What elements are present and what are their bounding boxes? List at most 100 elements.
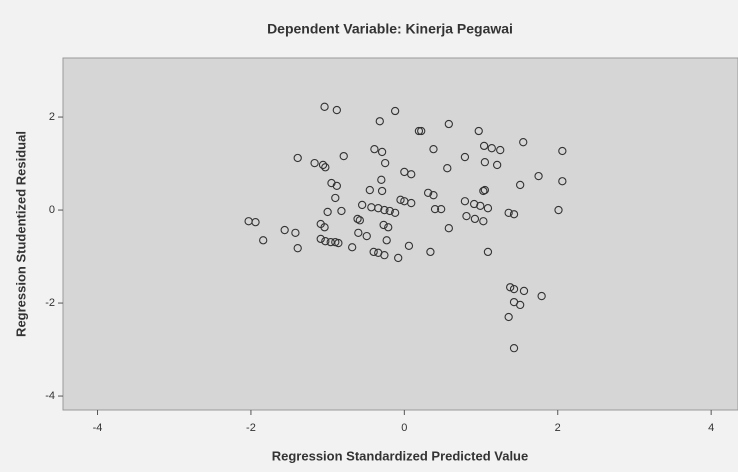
- plot-area: [62, 57, 738, 411]
- point: [558, 146, 567, 156]
- point: [460, 152, 470, 162]
- point: [516, 180, 525, 190]
- point: [318, 160, 328, 170]
- point: [479, 141, 489, 151]
- point: [558, 177, 567, 186]
- point: [380, 205, 389, 215]
- y-axis-label: Regression Studentized Residual: [13, 131, 28, 337]
- point: [321, 237, 330, 246]
- point: [417, 126, 426, 136]
- point: [537, 291, 546, 301]
- point: [293, 244, 302, 253]
- point: [407, 170, 416, 179]
- point: [480, 158, 490, 167]
- point: [462, 211, 471, 221]
- point: [332, 105, 341, 115]
- point: [460, 197, 470, 206]
- y-tick-label: -4: [45, 390, 55, 402]
- point: [506, 283, 515, 292]
- y-tick-label: 2: [49, 111, 55, 123]
- point: [492, 160, 502, 170]
- point: [293, 153, 302, 163]
- point: [374, 204, 383, 213]
- point: [365, 185, 374, 195]
- point: [291, 228, 300, 237]
- point: [331, 193, 340, 203]
- point: [390, 208, 400, 217]
- point: [348, 243, 357, 252]
- point: [357, 200, 367, 210]
- x-tick-label: 2: [555, 422, 561, 434]
- point: [355, 216, 364, 225]
- point: [385, 206, 394, 216]
- point: [444, 119, 453, 129]
- y-tick-label: 0: [49, 204, 55, 216]
- point: [382, 236, 391, 245]
- x-tick-label: 0: [401, 422, 407, 434]
- point: [320, 223, 329, 232]
- point: [354, 228, 363, 237]
- point: [519, 138, 528, 147]
- point: [316, 234, 325, 244]
- point: [469, 199, 479, 209]
- point: [437, 204, 446, 214]
- point: [519, 286, 529, 296]
- point: [323, 207, 332, 217]
- point: [423, 188, 433, 197]
- x-tick-label: -2: [246, 422, 256, 434]
- point: [337, 206, 346, 216]
- point: [509, 210, 519, 219]
- point: [407, 198, 416, 208]
- point: [310, 158, 319, 168]
- x-axis-label: Regression Standardized Predicted Value: [272, 448, 528, 463]
- point: [487, 144, 496, 153]
- point: [370, 144, 379, 154]
- point: [377, 186, 387, 196]
- point: [504, 208, 513, 217]
- point: [377, 175, 386, 184]
- point: [320, 102, 329, 111]
- point: [476, 201, 485, 211]
- point: [534, 171, 543, 181]
- point: [404, 241, 414, 251]
- point: [380, 251, 389, 260]
- point: [426, 247, 435, 257]
- point: [353, 214, 362, 224]
- point: [390, 106, 400, 116]
- point: [280, 225, 289, 235]
- point: [396, 195, 405, 204]
- point: [394, 253, 403, 263]
- point: [259, 236, 268, 245]
- point: [381, 158, 390, 168]
- point: [483, 247, 493, 257]
- x-tick-label: 4: [708, 422, 714, 434]
- point: [362, 231, 371, 241]
- point: [326, 237, 335, 247]
- point: [483, 204, 493, 213]
- point: [444, 224, 453, 233]
- point: [379, 220, 388, 230]
- point: [334, 238, 343, 248]
- point: [443, 164, 452, 173]
- point: [479, 186, 488, 196]
- point: [384, 223, 393, 232]
- point: [516, 300, 525, 310]
- point: [509, 284, 519, 294]
- point: [470, 214, 480, 224]
- point: [554, 205, 563, 215]
- point: [429, 191, 438, 200]
- point: [509, 344, 519, 353]
- point: [414, 126, 424, 136]
- point: [251, 217, 260, 227]
- point: [321, 163, 330, 172]
- point: [339, 151, 348, 161]
- point: [369, 247, 378, 257]
- point: [375, 117, 384, 126]
- x-tick-label: -4: [93, 422, 103, 434]
- point: [504, 312, 513, 322]
- point: [474, 126, 483, 136]
- point: [479, 217, 488, 226]
- point: [480, 185, 490, 195]
- point: [496, 145, 505, 155]
